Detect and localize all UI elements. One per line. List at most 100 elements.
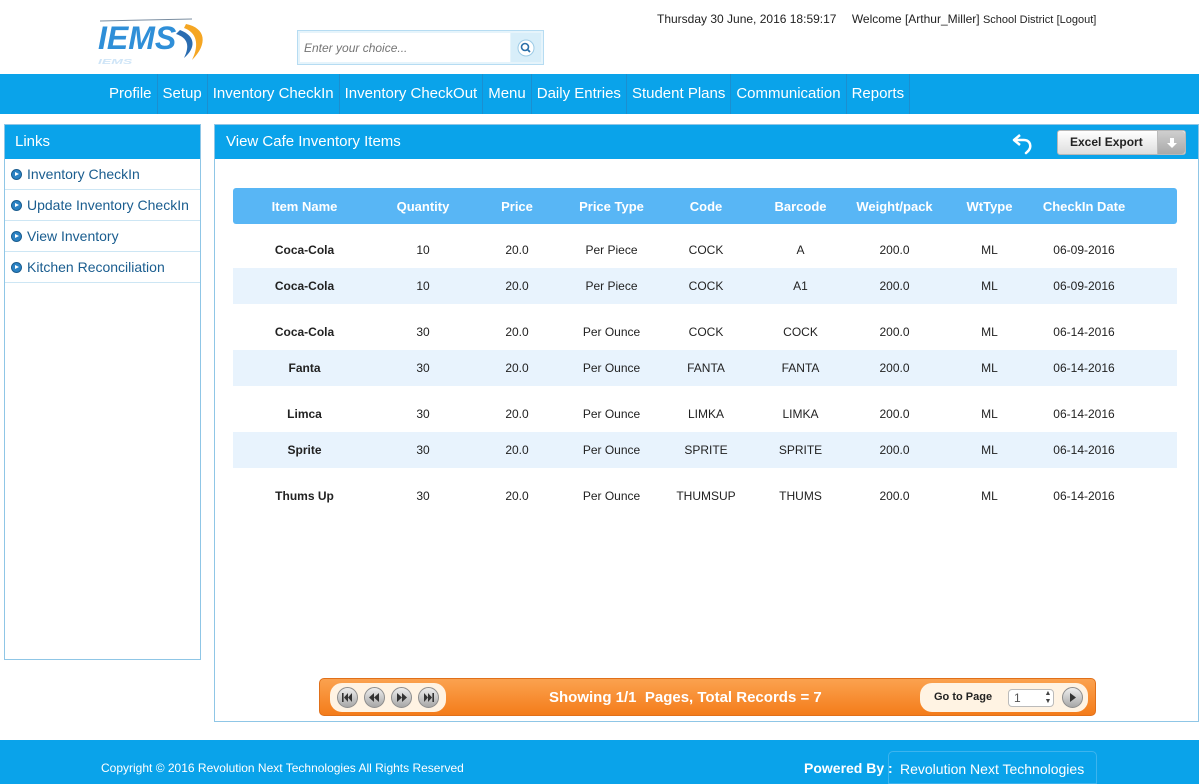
cell-price: 20.0 [505,279,529,293]
cell-code: COCK [688,243,724,257]
column-header-code[interactable]: Code [689,198,723,214]
nav-inventory-checkin[interactable]: Inventory CheckIn [208,74,340,114]
main-nav: Profile Setup Inventory CheckIn Inventor… [0,74,1199,114]
column-header-weight-pack[interactable]: Weight/pack [856,198,933,214]
logout-link[interactable]: [Logout] [1056,14,1097,26]
cell-barcode: A [796,243,805,257]
cell-code: COCK [688,325,724,339]
nav-profile[interactable]: Profile [104,74,158,114]
arrow-bullet-icon [11,199,22,211]
cell-checkin-date: 06-14-2016 [1053,407,1115,421]
goto-page-label: Go to Page [934,691,993,703]
table-row[interactable]: Coca-Cola 10 20.0 Per Piece COCK A 200.0… [233,232,1177,268]
cell-item-name: Sprite [287,443,322,457]
search-button[interactable] [511,33,541,62]
sidebar-item-inventory-checkin[interactable]: Inventory CheckIn [5,159,200,190]
previous-page-button[interactable] [364,687,385,708]
table-row[interactable]: Thums Up 30 20.0 Per Ounce THUMSUP THUMS… [233,468,1177,514]
cell-wttype: ML [981,361,998,375]
cell-quantity: 30 [416,443,430,457]
cell-price: 20.0 [505,325,529,339]
first-page-button[interactable] [337,687,358,708]
cell-price-type: Per Ounce [582,361,641,375]
table-row[interactable]: Fanta 30 20.0 Per Ounce FANTA FANTA 200.… [233,350,1177,386]
column-header-barcode[interactable]: Barcode [774,198,827,214]
cell-price-type: Per Piece [585,243,638,257]
cell-weight-pack: 200.0 [879,325,910,339]
column-header-price-type[interactable]: Price Type [579,198,644,214]
table-row[interactable]: Limca 30 20.0 Per Ounce LIMKA LIMKA 200.… [233,386,1177,432]
last-page-icon [424,693,434,702]
cell-code: FANTA [687,361,725,375]
goto-page-button[interactable] [1062,687,1083,708]
cell-wttype: ML [981,325,998,339]
cell-item-name: Coca-Cola [274,279,335,293]
cell-item-name: Limca [287,407,322,421]
fast-forward-icon [397,693,407,702]
cell-checkin-date: 06-14-2016 [1053,361,1115,375]
first-page-icon [342,693,352,702]
cell-weight-pack: 200.0 [879,243,910,257]
stepper-down-icon[interactable]: ▼ [1044,698,1052,705]
column-header-price[interactable]: Price [501,198,533,214]
excel-export-button[interactable]: Excel Export [1057,130,1186,155]
stepper-up-icon[interactable]: ▲ [1044,690,1052,697]
sidebar: Links Inventory CheckIn Update Inventory… [4,124,201,660]
rewind-icon [369,693,379,702]
cell-item-name: Coca-Cola [274,325,335,339]
sidebar-item-kitchen-reconciliation[interactable]: Kitchen Reconciliation [5,252,200,283]
footer: Copyright © 2016 Revolution Next Technol… [0,740,1199,784]
table-header: Item Name Quantity Price Price Type Code… [233,188,1177,224]
column-header-item-name[interactable]: Item Name [271,198,338,214]
cell-weight-pack: 200.0 [879,443,910,457]
last-page-button[interactable] [418,687,439,708]
column-header-quantity[interactable]: Quantity [396,198,450,214]
iems-logo[interactable]: IEMS IEMS [96,14,214,66]
arrow-bullet-icon [11,168,22,180]
column-header-wttype[interactable]: WtType [966,198,1013,214]
pager-nav-group [330,683,446,712]
nav-student-plans[interactable]: Student Plans [627,74,732,114]
nav-reports[interactable]: Reports [847,74,911,114]
goto-page-group: Go to Page ▲ ▼ [920,683,1088,712]
powered-by-box: Revolution Next Technologies [888,751,1097,784]
cell-checkin-date: 06-09-2016 [1053,243,1115,257]
next-page-button[interactable] [391,687,412,708]
search-input[interactable] [300,33,510,62]
sidebar-item-update-inventory-checkin[interactable]: Update Inventory CheckIn [5,190,200,221]
inventory-table: Item Name Quantity Price Price Type Code… [233,188,1177,514]
cell-barcode: COCK [783,325,818,339]
cell-wttype: ML [981,489,998,503]
table-row[interactable]: Coca-Cola 30 20.0 Per Ounce COCK COCK 20… [233,304,1177,350]
current-datetime: Thursday 30 June, 2016 18:59:17 [657,12,837,26]
cell-wttype: ML [981,279,998,293]
panel-header: View Cafe Inventory Items Excel Export [215,125,1198,159]
cell-price: 20.0 [505,361,529,375]
goto-page-input[interactable] [1008,689,1054,707]
cell-price-type: Per Ounce [582,443,641,457]
column-header-checkin-date[interactable]: CheckIn Date [1042,198,1126,214]
sidebar-item-label: View Inventory [27,228,119,244]
table-row[interactable]: Coca-Cola 10 20.0 Per Piece COCK A1 200.… [233,268,1177,304]
cell-quantity: 10 [416,243,430,257]
nav-menu[interactable]: Menu [483,74,532,114]
cell-wttype: ML [981,407,998,421]
cell-code: LIMKA [687,407,724,421]
svg-text:IEMS: IEMS [98,20,177,56]
nav-communication[interactable]: Communication [731,74,847,114]
sidebar-item-view-inventory[interactable]: View Inventory [5,221,200,252]
page-stepper[interactable]: ▲ ▼ [1043,690,1053,706]
sidebar-item-label: Update Inventory CheckIn [27,197,189,213]
main-panel: View Cafe Inventory Items Excel Export I… [214,124,1199,722]
table-row[interactable]: Sprite 30 20.0 Per Ounce SPRITE SPRITE 2… [233,432,1177,468]
nav-inventory-checkout[interactable]: Inventory CheckOut [340,74,484,114]
nav-daily-entries[interactable]: Daily Entries [532,74,627,114]
cell-item-name: Fanta [288,361,321,375]
back-icon[interactable] [1012,131,1034,155]
pager-status: Showing 1/1 Pages, Total Records = 7 [549,689,822,706]
nav-setup[interactable]: Setup [158,74,208,114]
header: IEMS IEMS Thursday 30 June, 2016 18:59:1… [0,0,1199,74]
cell-price: 20.0 [505,243,529,257]
powered-by-link[interactable]: Revolution Next Technologies [900,761,1085,777]
cell-price-type: Per Piece [585,279,638,293]
